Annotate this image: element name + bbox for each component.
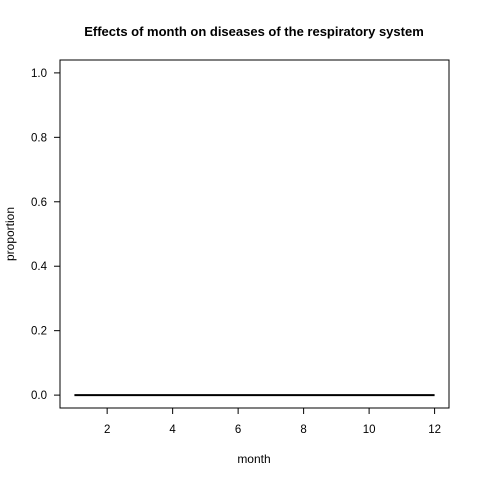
plot-frame	[59, 59, 450, 409]
y-axis-label: proportion	[3, 207, 17, 261]
y-tick-label: 1.0	[31, 68, 47, 80]
x-tick-label: 12	[428, 424, 441, 436]
y-axis: 0.0 0.2 0.4 0.6 0.8 1.0	[31, 68, 60, 402]
y-tick-label: 0.2	[31, 326, 47, 338]
y-tick-label: 0.8	[31, 132, 47, 144]
x-tick-label: 10	[363, 424, 376, 436]
x-axis-label: month	[237, 452, 270, 466]
x-tick-label: 8	[300, 424, 306, 436]
x-axis: 2 4 6 8 10 12	[104, 408, 441, 436]
y-tick-label: 0.6	[31, 197, 47, 209]
chart-title: Effects of month on diseases of the resp…	[84, 24, 424, 39]
y-tick-label: 0.4	[31, 261, 48, 273]
x-tick-label: 4	[169, 424, 176, 436]
y-tick-label: 0.0	[31, 390, 47, 402]
x-tick-label: 6	[235, 424, 241, 436]
x-tick-label: 2	[104, 424, 110, 436]
